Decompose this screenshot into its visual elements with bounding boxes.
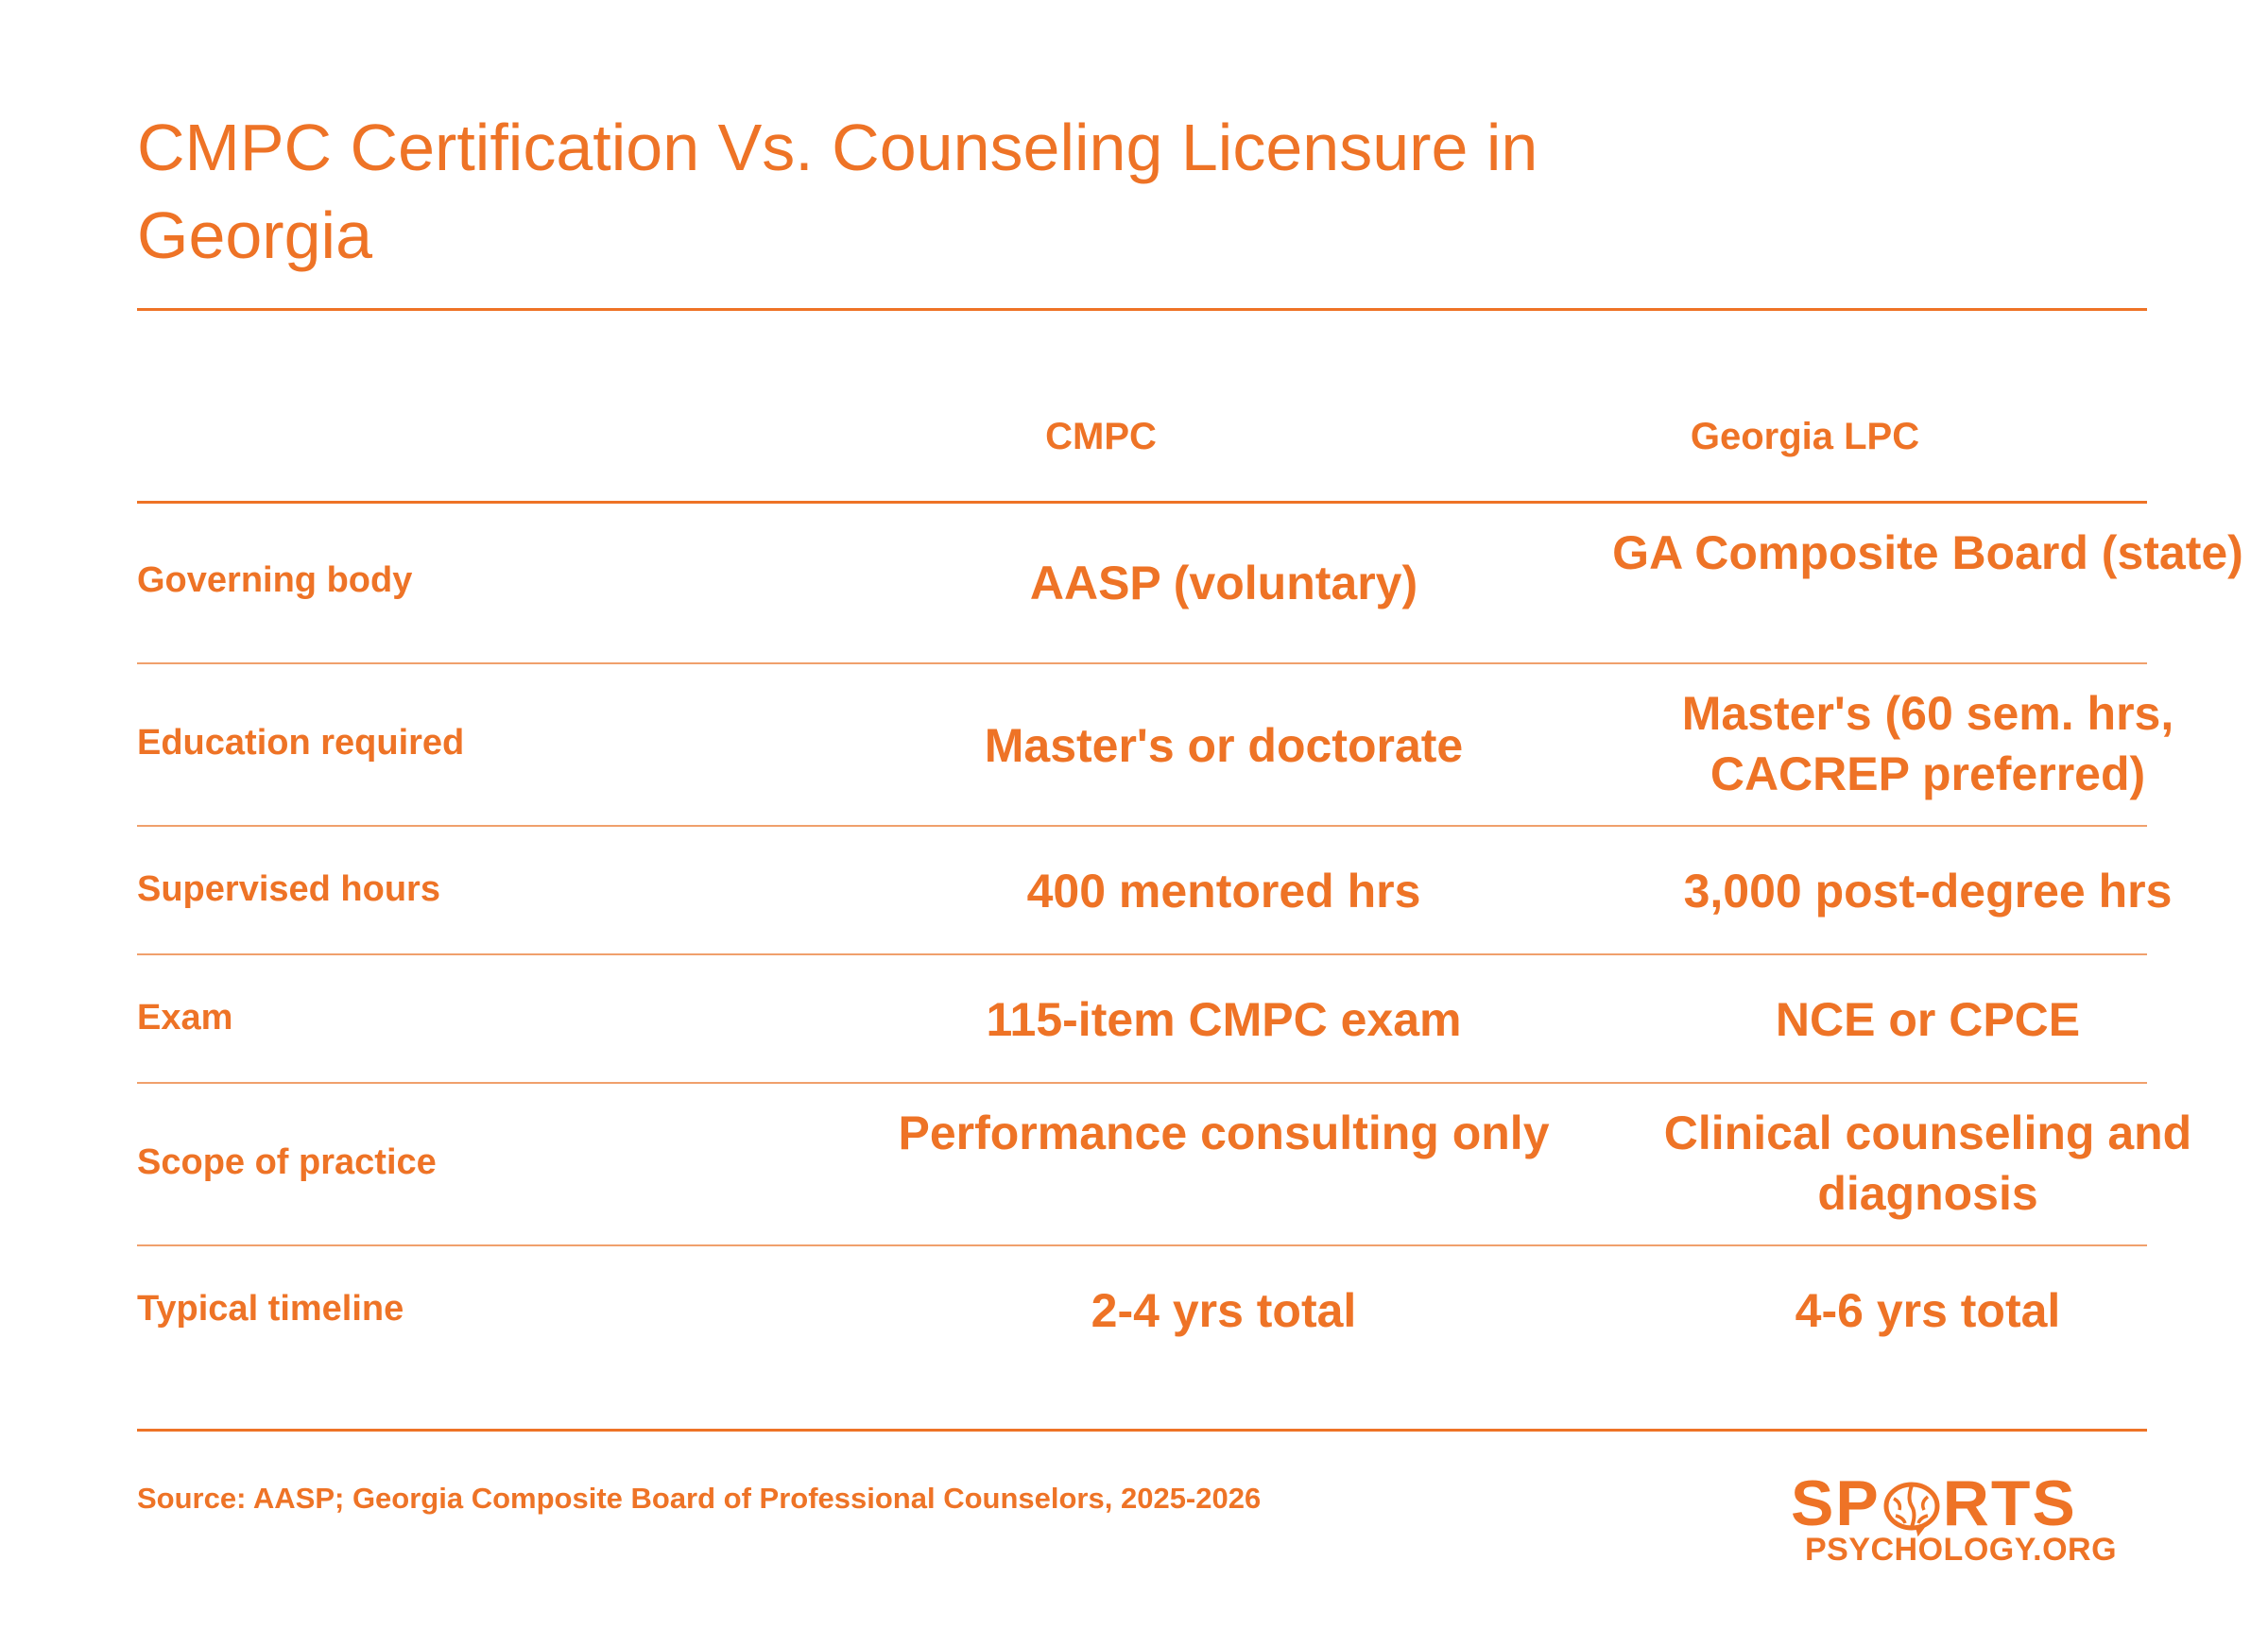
table-row: Supervised hours 400 mentored hrs 3,000 …	[137, 827, 2172, 953]
cmpc-value: 400 mentored hrs	[1026, 865, 1421, 918]
cmpc-value: Performance consulting only	[898, 1107, 1550, 1159]
footer-divider	[137, 1429, 2147, 1432]
page-title: CMPC Certification Vs. Counseling Licens…	[137, 111, 1538, 272]
table-row: Typical timeline 2-4 yrs total 4-6 yrs t…	[137, 1246, 2147, 1373]
row-label: Governing body	[137, 560, 413, 600]
table-row: Education required Master's or doctorate…	[137, 664, 2174, 823]
row-label: Scope of practice	[137, 1142, 437, 1182]
logo-wordmark: SP RTS	[1791, 1469, 2077, 1537]
brain-icon	[1883, 1482, 1940, 1537]
table-row: Governing body AASP (voluntary) GA Compo…	[137, 504, 2243, 662]
table-row: Exam 115-item CMPC exam NCE or CPCE	[137, 955, 2147, 1082]
row-divider	[137, 1244, 2147, 1246]
header-divider	[137, 501, 2147, 504]
row-label: Exam	[137, 998, 233, 1038]
lpc-value: 4-6 yrs total	[1795, 1284, 2061, 1337]
cmpc-value: 2-4 yrs total	[1091, 1284, 1357, 1337]
row-divider	[137, 662, 2147, 664]
lpc-value: Clinical counseling and diagnosis	[1663, 1107, 2192, 1220]
row-divider	[137, 825, 2147, 827]
row-label: Typical timeline	[137, 1289, 404, 1329]
title-divider	[137, 308, 2147, 311]
lpc-value: Master's (60 sem. hrs, CACREP preferred)	[1681, 687, 2174, 800]
table-row: Scope of practice Performance consulting…	[137, 1084, 2191, 1243]
row-divider	[137, 953, 2147, 955]
cmpc-value: 115-item CMPC exam	[986, 993, 1462, 1046]
logo-text-right: RTS	[1942, 1467, 2077, 1539]
lpc-value: GA Composite Board (state)	[1612, 526, 2243, 579]
source-note: Source: AASP; Georgia Composite Board of…	[137, 1482, 1262, 1515]
logo-subtext: PSYCHOLOGY.ORG	[1804, 1532, 2118, 1568]
row-label: Education required	[137, 723, 465, 763]
lpc-value: NCE or CPCE	[1775, 993, 2081, 1046]
lpc-value: 3,000 post-degree hrs	[1683, 865, 2173, 918]
column-header-georgia-lpc: Georgia LPC	[1690, 416, 1920, 457]
logo-text-left: SP	[1791, 1467, 1881, 1539]
column-header-cmpc: CMPC	[1045, 416, 1157, 457]
row-label: Supervised hours	[137, 869, 440, 909]
sportspsychology-logo: SP RTS PSYCHOLOGY.ORG	[1791, 1469, 2131, 1573]
row-divider	[137, 1082, 2147, 1084]
cmpc-value: AASP (voluntary)	[1029, 557, 1418, 609]
cmpc-value: Master's or doctorate	[984, 719, 1464, 772]
